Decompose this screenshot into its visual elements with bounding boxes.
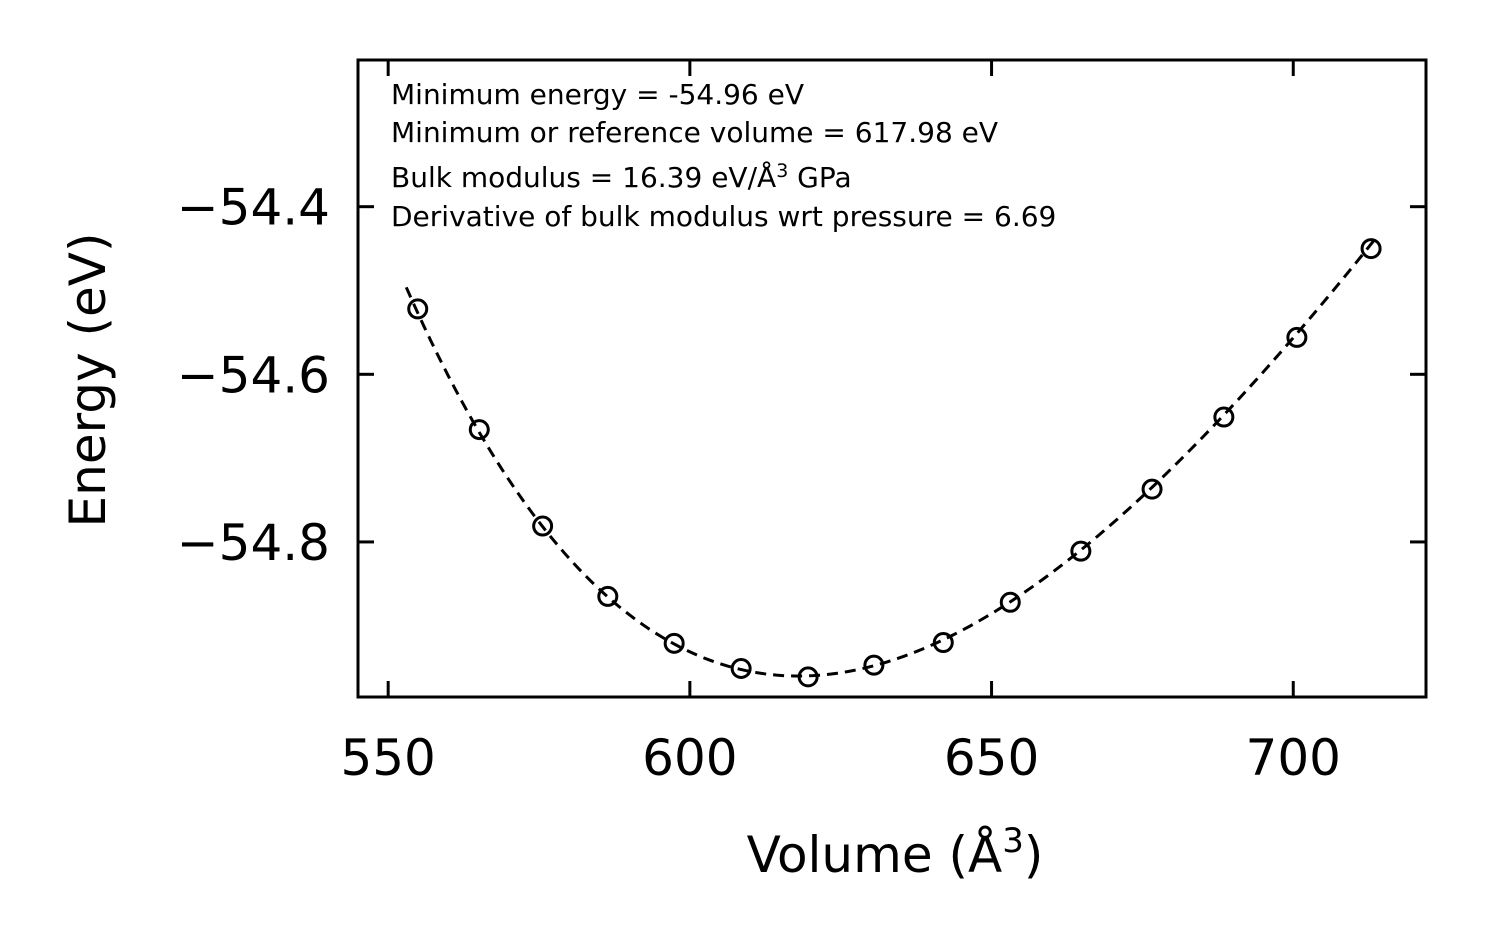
data-point <box>663 632 685 654</box>
plot-frame <box>356 58 1428 699</box>
data-point <box>863 654 885 676</box>
x-axis-label-end: ) <box>1024 826 1044 884</box>
data-point <box>532 515 554 537</box>
y-tick-label-2: −54.8 <box>177 514 330 572</box>
y-tick-label-0: −54.4 <box>177 179 330 237</box>
y-axis-ticks: −54.4 −54.6 −54.8 <box>177 179 1426 572</box>
data-point <box>932 632 954 654</box>
annotation-bulk-derivative: Derivative of bulk modulus wrt pressure … <box>391 200 1056 233</box>
annotation-bulk-modulus-sup: 3 <box>776 160 788 182</box>
data-point <box>730 658 752 680</box>
data-point <box>1286 326 1308 348</box>
data-point <box>597 585 619 607</box>
data-point <box>1070 540 1092 562</box>
annotation-bulk-modulus: Bulk modulus = 16.39 eV/Å3 GPa <box>391 160 852 194</box>
x-tick-label-600: 600 <box>642 729 737 787</box>
data-point <box>468 419 490 441</box>
data-point <box>1360 238 1382 260</box>
x-axis-label-sup: 3 <box>1002 821 1024 861</box>
data-points <box>407 238 1382 688</box>
x-tick-label-550: 550 <box>340 729 435 787</box>
data-point <box>407 298 429 320</box>
x-tick-label-700: 700 <box>1246 729 1341 787</box>
annotation-min-energy: Minimum energy = -54.96 eV <box>391 78 804 111</box>
fit-curve <box>404 234 1379 678</box>
data-point <box>1141 478 1163 500</box>
y-axis-label: Energy (eV) <box>59 233 117 528</box>
data-point <box>1213 406 1235 428</box>
data-point <box>999 591 1021 613</box>
x-tick-label-650: 650 <box>944 729 1039 787</box>
x-axis-ticks: 550 600 650 700 <box>340 60 1341 787</box>
x-axis-label: Volume (Å3) <box>747 821 1044 884</box>
annotation-ref-volume: Minimum or reference volume = 617.98 eV <box>391 116 998 149</box>
annotation-bulk-modulus-unit: GPa <box>788 161 851 194</box>
x-axis-label-text: Volume (Å <box>747 826 1003 884</box>
data-point <box>797 666 819 688</box>
annotation-bulk-modulus-text: Bulk modulus = 16.39 eV/Å <box>391 160 776 194</box>
y-tick-label-1: −54.6 <box>177 346 330 404</box>
